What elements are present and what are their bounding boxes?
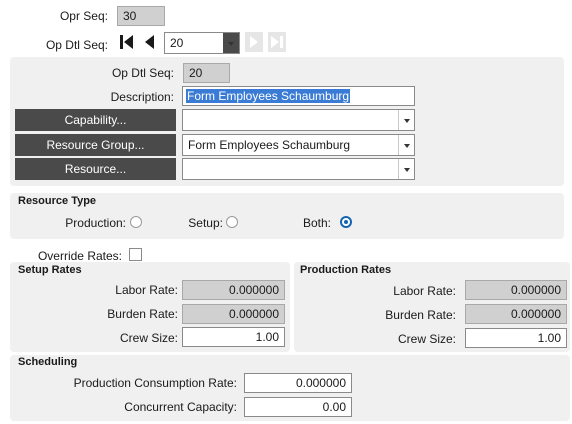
setup-labor-rate-field: 0.000000 [182, 280, 285, 300]
opr-seq-label: Opr Seq: [59, 9, 108, 23]
resource-select[interactable] [182, 158, 415, 180]
capability-select[interactable] [182, 109, 415, 131]
concurrent-capacity-input[interactable]: 0.00 [244, 397, 352, 417]
production-radio-label: Production: [65, 216, 126, 230]
setup-burden-rate-label: Burden Rate: [107, 307, 178, 321]
production-consumption-rate-input[interactable]: 0.000000 [244, 373, 352, 393]
concurrent-capacity-label: Concurrent Capacity: [124, 400, 237, 414]
resource-group-button[interactable]: Resource Group... [15, 134, 176, 156]
production-radio[interactable] [130, 216, 142, 228]
setup-crew-size-input[interactable]: 1.00 [182, 327, 285, 347]
description-label: Description: [110, 90, 174, 104]
scheduling-title: Scheduling [18, 356, 78, 368]
capability-button[interactable]: Capability... [15, 109, 176, 131]
chevron-down-icon[interactable] [398, 110, 414, 130]
description-input[interactable]: Form Employees Schaumburg [182, 86, 415, 106]
chevron-down-icon[interactable] [398, 135, 414, 155]
production-rates-title: Production Rates [300, 264, 392, 276]
override-rates-checkbox[interactable] [129, 248, 142, 261]
production-labor-rate-label: Labor Rate: [393, 284, 456, 298]
resource-group-select-value: Form Employees Schaumburg [188, 138, 351, 152]
chevron-down-icon[interactable] [398, 159, 414, 179]
op-dtl-seq-field: 20 [183, 63, 230, 83]
op-dtl-seq-select-value: 20 [170, 36, 184, 50]
resource-group-select[interactable]: Form Employees Schaumburg [182, 134, 415, 156]
both-radio[interactable] [340, 216, 352, 228]
setup-radio-label: Setup: [188, 216, 223, 230]
production-burden-rate-label: Burden Rate: [385, 308, 456, 322]
description-selected-text: Form Employees Schaumburg [186, 89, 351, 103]
setup-radio[interactable] [226, 216, 238, 228]
next-record-icon [250, 36, 258, 48]
next-record-button[interactable] [245, 32, 263, 52]
setup-rates-title: Setup Rates [18, 264, 82, 276]
op-dtl-seq-label: Op Dtl Seq: [111, 66, 174, 80]
production-crew-size-input[interactable]: 1.00 [465, 328, 567, 348]
first-record-icon [120, 35, 133, 49]
setup-crew-size-label: Crew Size: [119, 331, 178, 345]
both-radio-label: Both: [302, 216, 331, 230]
setup-burden-rate-field: 0.000000 [182, 304, 285, 324]
resource-type-panel [10, 193, 564, 239]
setup-labor-rate-label: Labor Rate: [115, 283, 178, 297]
override-rates-label: Override Rates: [37, 249, 122, 263]
last-record-icon [271, 36, 283, 48]
op-dtl-seq-nav-label: Op Dtl Seq: [45, 38, 108, 52]
first-record-button[interactable] [117, 32, 135, 52]
resource-type-title: Resource Type [18, 195, 97, 207]
production-crew-size-label: Crew Size: [397, 332, 456, 346]
production-labor-rate-field: 0.000000 [465, 280, 567, 300]
production-burden-rate-field: 0.000000 [465, 304, 567, 324]
previous-record-button[interactable] [140, 32, 158, 52]
last-record-button[interactable] [268, 32, 286, 52]
opr-seq-field: 30 [117, 6, 165, 26]
production-consumption-rate-label: Production Consumption Rate: [73, 376, 237, 390]
op-dtl-seq-select[interactable]: 20 [164, 32, 240, 54]
chevron-down-icon[interactable] [223, 33, 239, 53]
previous-record-icon [145, 35, 154, 49]
resource-button[interactable]: Resource... [15, 158, 176, 180]
